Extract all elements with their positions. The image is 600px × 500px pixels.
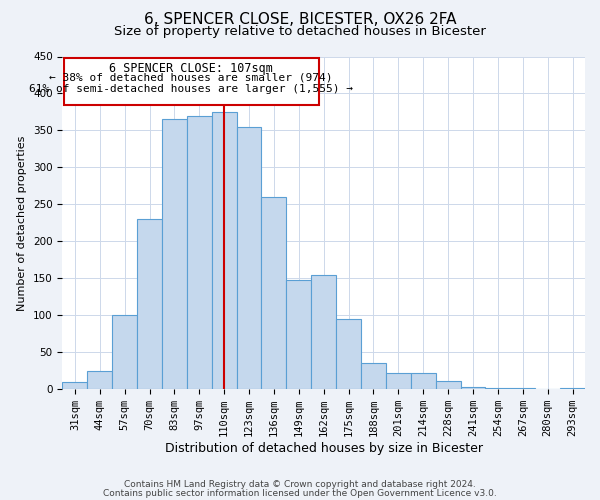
Bar — [62, 382, 87, 389]
Text: 6, SPENCER CLOSE, BICESTER, OX26 2FA: 6, SPENCER CLOSE, BICESTER, OX26 2FA — [144, 12, 456, 28]
Bar — [162, 120, 187, 389]
Bar — [137, 219, 162, 389]
Bar — [262, 197, 286, 389]
Bar — [112, 316, 137, 389]
Text: Contains public sector information licensed under the Open Government Licence v3: Contains public sector information licen… — [103, 488, 497, 498]
FancyBboxPatch shape — [64, 58, 319, 104]
Text: 6 SPENCER CLOSE: 107sqm: 6 SPENCER CLOSE: 107sqm — [109, 62, 273, 74]
Bar — [286, 280, 311, 389]
Bar — [361, 364, 386, 389]
Bar — [411, 373, 436, 389]
Bar — [461, 387, 485, 389]
Text: Contains HM Land Registry data © Crown copyright and database right 2024.: Contains HM Land Registry data © Crown c… — [124, 480, 476, 489]
Bar — [336, 319, 361, 389]
Bar — [386, 373, 411, 389]
X-axis label: Distribution of detached houses by size in Bicester: Distribution of detached houses by size … — [165, 442, 483, 455]
Text: 61% of semi-detached houses are larger (1,555) →: 61% of semi-detached houses are larger (… — [29, 84, 353, 94]
Text: ← 38% of detached houses are smaller (974): ← 38% of detached houses are smaller (97… — [49, 73, 333, 83]
Text: Size of property relative to detached houses in Bicester: Size of property relative to detached ho… — [114, 25, 486, 38]
Bar — [436, 381, 461, 389]
Bar — [212, 112, 236, 389]
Bar — [311, 274, 336, 389]
Bar — [236, 126, 262, 389]
Bar — [511, 388, 535, 389]
Bar — [560, 388, 585, 389]
Bar — [87, 370, 112, 389]
Bar — [485, 388, 511, 389]
Bar — [187, 116, 212, 389]
Y-axis label: Number of detached properties: Number of detached properties — [17, 135, 28, 310]
